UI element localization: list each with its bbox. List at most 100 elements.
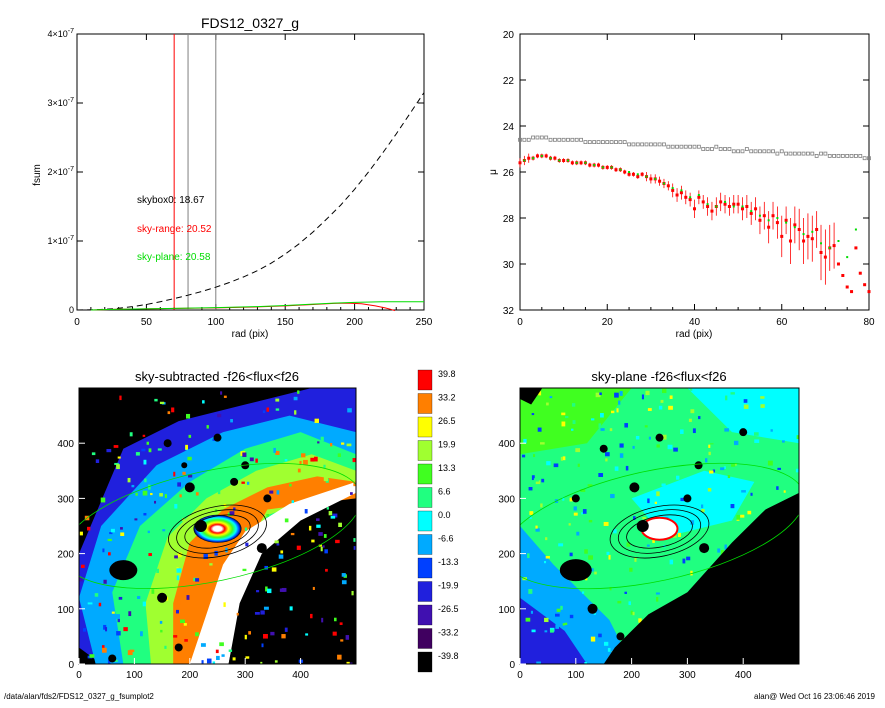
ss-speckle	[281, 634, 286, 639]
ss-image-layer	[79, 388, 356, 664]
ss-speckle	[248, 631, 252, 635]
sp-speckle	[533, 454, 536, 458]
mu-gray-point	[814, 153, 819, 158]
sp-speckle	[586, 492, 591, 497]
mu-gray-point	[644, 142, 649, 147]
mu-layer: 0 20 40 60 80 20 22 24 26 28 30 32	[503, 30, 875, 328]
mu-gray-point	[657, 142, 662, 147]
ss-speckle	[195, 632, 199, 637]
sp-speckle	[760, 396, 765, 399]
mu-red-point	[701, 200, 705, 204]
mu-red-point	[535, 154, 539, 158]
mu-gray-point	[531, 135, 535, 140]
ss-speckle	[341, 580, 347, 585]
sp-speckle	[596, 540, 600, 544]
sp-speckle	[608, 554, 611, 560]
ss-speckle	[201, 660, 204, 664]
colorbar-label: -26.5	[438, 604, 459, 614]
ss-masked-region	[228, 498, 356, 664]
img-ytick-label: 0	[68, 660, 74, 671]
sp-masked-corner	[520, 388, 543, 405]
sp-image-layer	[520, 388, 799, 664]
ss-speckle	[350, 492, 353, 495]
mu-gray-point	[762, 149, 767, 154]
ss-speckle	[117, 456, 121, 459]
sp-speckle	[555, 624, 559, 629]
sp-speckle	[669, 559, 674, 565]
ss-speckle	[320, 546, 323, 552]
sp-speckle	[741, 490, 746, 493]
ss-speckle	[296, 545, 301, 550]
ss-speckle	[195, 578, 200, 582]
img-ytick-label: 200	[498, 550, 515, 561]
sp-masked-star	[571, 494, 580, 503]
mu-red-point	[605, 165, 609, 169]
ss-speckle	[232, 657, 236, 661]
mu-red-point	[727, 205, 731, 208]
mu-green-point	[820, 242, 823, 245]
sp-speckle	[715, 543, 720, 548]
sp-speckle	[623, 560, 626, 566]
sp-masked-star	[629, 482, 640, 493]
mu-green-point	[680, 189, 683, 192]
sp-speckle	[606, 551, 610, 556]
mu-red-point	[697, 195, 701, 199]
mu-red-point	[836, 262, 840, 266]
fsum-ytick-label: 3×10-7	[47, 97, 74, 108]
mu-green-point	[724, 200, 727, 203]
sp-speckle	[570, 428, 574, 431]
mu-gray-point	[675, 144, 679, 149]
sky-subtracted-frame	[78, 387, 357, 665]
fsum-annotations: skybox0: 18.67 sky-range: 20.52 sky-plan…	[137, 195, 212, 263]
sp-speckle	[744, 526, 748, 530]
ss-speckle	[297, 390, 300, 394]
ss-speckle	[328, 511, 333, 516]
sp-speckle	[782, 440, 785, 443]
colorbar-swatch	[417, 581, 433, 602]
mu-gray-point	[688, 144, 693, 149]
sp-speckle	[708, 492, 713, 496]
mu-green-point	[593, 164, 596, 167]
ss-speckle	[290, 532, 295, 536]
ss-speckle	[131, 484, 135, 488]
colorbar-label: -6.6	[438, 534, 454, 544]
ss-saturated-stripe	[189, 481, 356, 664]
ss-speckle	[269, 490, 274, 494]
mu-gray-point	[753, 149, 758, 154]
mu-green-point	[837, 240, 840, 242]
mu-red-point	[579, 161, 583, 165]
sp-speckle	[701, 508, 705, 513]
ss-speckle	[141, 448, 146, 452]
sp-speckle	[701, 504, 704, 509]
sp-speckle	[527, 553, 530, 559]
sp-speckle	[603, 521, 609, 526]
mu-gray-point	[849, 153, 854, 158]
ss-speckle	[164, 645, 167, 649]
sp-masked-star	[683, 494, 692, 503]
ss-speckle	[313, 456, 318, 462]
sp-speckle	[605, 452, 610, 457]
ss-speckle	[293, 396, 298, 401]
fsum-chart: FDS12_0327_g 0 50 100 150 200 250 0 1×10-7 2×10-…	[32, 15, 433, 340]
mu-red-point	[666, 184, 670, 188]
mu-red-point	[749, 211, 753, 215]
sp-speckle	[688, 418, 692, 422]
colorbar-swatch	[417, 440, 433, 461]
img-xtick-label: 200	[623, 670, 640, 681]
sp-speckle	[644, 425, 648, 428]
sp-speckle	[585, 576, 588, 581]
fsum-xlabel: rad (pix)	[232, 329, 269, 340]
ss-speckle	[106, 448, 112, 453]
sp-speckle	[632, 618, 636, 621]
sp-speckle	[544, 560, 547, 564]
mu-red-point	[658, 179, 662, 183]
mu-green-point	[671, 187, 674, 190]
sp-masked-star	[694, 461, 703, 470]
sp-speckle	[628, 601, 631, 606]
ss-speckle	[117, 618, 120, 623]
mu-gray-point	[696, 144, 701, 149]
mu-gray-point	[596, 140, 601, 145]
mu-green-point	[793, 226, 796, 229]
mu-gray-point	[705, 147, 710, 151]
ss-speckle	[294, 410, 297, 415]
